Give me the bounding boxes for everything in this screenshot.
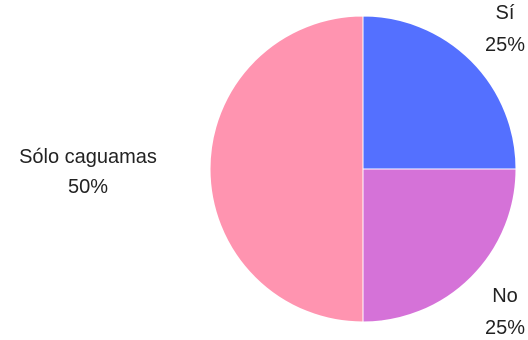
pie-slice-si: [362, 15, 517, 170]
pie-slices: [209, 15, 517, 323]
slice-percent-si: 25%: [485, 34, 525, 56]
slice-label-si: Sí: [496, 2, 515, 24]
pie-slice-solo-caguamas: [209, 15, 364, 323]
slice-label-solo-caguamas: Sólo caguamas: [19, 146, 157, 168]
slice-label-no: No: [492, 285, 518, 307]
slice-percent-no: 25%: [485, 317, 525, 339]
pie-labels: Sí 25% No 25% Sólo caguamas 50%: [19, 2, 525, 339]
pie-slice-no: [362, 168, 517, 323]
slice-percent-solo-caguamas: 50%: [68, 176, 108, 198]
